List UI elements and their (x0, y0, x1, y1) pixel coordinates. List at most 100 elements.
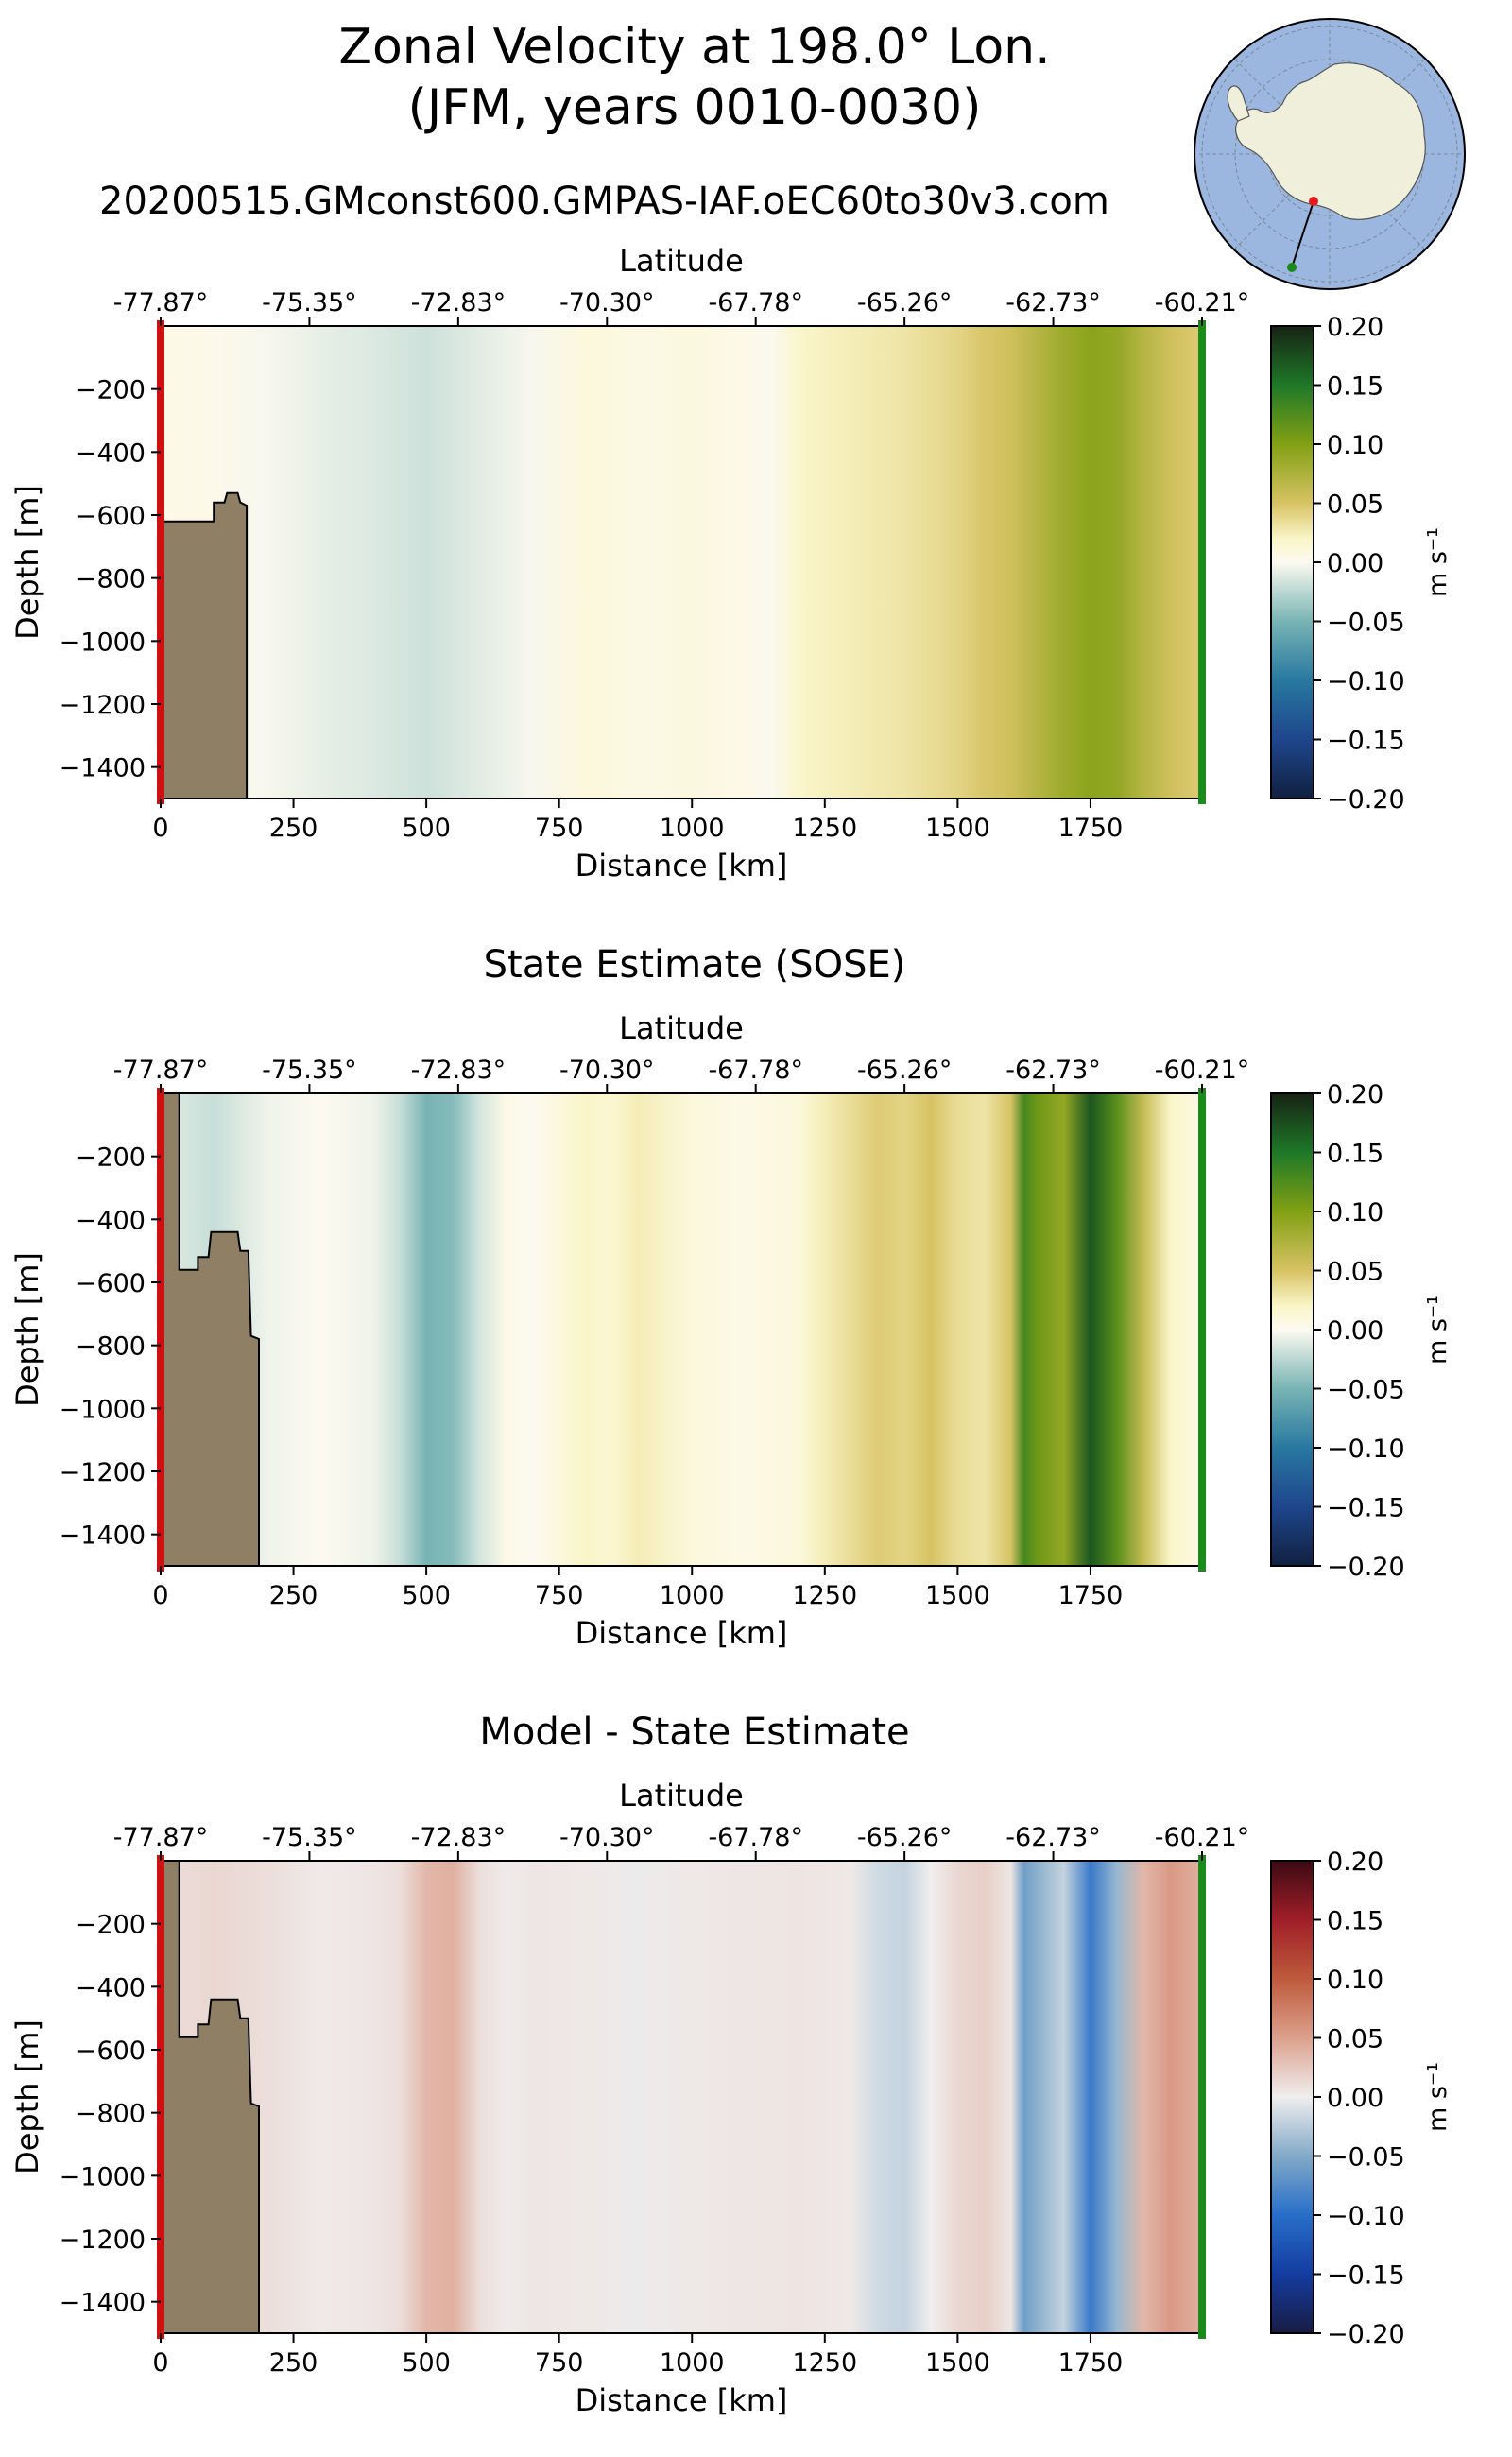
x-tick-label: 1500 (925, 2348, 990, 2378)
x-tick-label: 1500 (925, 1581, 990, 1610)
top-tick-label: -62.73° (1005, 1823, 1101, 1852)
x-tick-label: 750 (535, 2348, 584, 2378)
velocity-field (161, 1093, 1202, 1566)
top-tick-label: -60.21° (1155, 288, 1250, 318)
x-tick-label: 1750 (1058, 2348, 1124, 2378)
bathymetry-land (160, 1092, 260, 1567)
x-tick-label: 1750 (1058, 1581, 1124, 1610)
x-axis-label: Distance [km] (576, 2382, 788, 2418)
colorbar (1270, 1860, 1314, 2334)
top-tick-label: -72.83° (411, 1056, 507, 1085)
y-tick-label: −1000 (60, 2162, 146, 2191)
y-tick-label: −400 (76, 438, 146, 468)
top-axis-label: Latitude (619, 1778, 744, 1813)
colorbar-tick-label: −0.10 (1327, 1435, 1405, 1464)
x-tick-label: 1250 (792, 2348, 857, 2378)
x-tick-label: 750 (535, 814, 584, 843)
bathymetry-land (160, 1860, 260, 2334)
x-tick-label: 1000 (660, 2348, 725, 2378)
top-tick-label: -77.87° (113, 288, 209, 318)
y-tick-label: −1400 (60, 1521, 146, 1551)
y-tick-label: −1000 (60, 627, 146, 657)
colorbar-tick-label: −0.10 (1327, 667, 1405, 696)
top-tick-label: -75.35° (262, 1823, 357, 1852)
top-tick-label: -75.35° (262, 1056, 357, 1085)
top-axis-label: Latitude (619, 1010, 744, 1046)
inset-antarctica-land (1235, 62, 1426, 220)
y-tick-label: −800 (76, 2100, 146, 2129)
top-tick-label: -67.78° (708, 1823, 803, 1852)
inset-transect-line (1291, 200, 1314, 268)
top-tick-label: -77.87° (113, 1056, 209, 1085)
colorbar-tick-label: −0.20 (1327, 1553, 1405, 1582)
colorbar-tick-label: −0.05 (1327, 2143, 1405, 2173)
colorbar-tick-label: 0.15 (1327, 372, 1383, 402)
x-tick-label: 1250 (792, 814, 857, 843)
colorbar-tick-label: 0.00 (1327, 1316, 1383, 1346)
colorbar-label: m s⁻¹ (1423, 527, 1452, 597)
top-tick-label: -70.30° (559, 288, 655, 318)
y-tick-label: −400 (76, 1206, 146, 1235)
colorbar-tick-label: −0.15 (1327, 1494, 1405, 1523)
top-tick-label: -67.78° (708, 1056, 803, 1085)
top-tick-label: -65.26° (857, 288, 953, 318)
panel-title-3: Model - State Estimate (479, 1710, 910, 1754)
figure-title-line2: (JFM, years 0010-0030) (407, 79, 982, 136)
figure-title-line1: Zonal Velocity at 198.0° Lon. (338, 19, 1051, 76)
antarctica-inset-map (1194, 18, 1466, 290)
top-tick-label: -60.21° (1155, 1056, 1250, 1085)
figure-title: Zonal Velocity at 198.0° Lon. (JFM, year… (0, 17, 1389, 138)
colorbar-tick-label: −0.05 (1327, 1376, 1405, 1405)
x-tick-label: 500 (402, 814, 451, 843)
y-tick-label: −600 (76, 502, 146, 531)
y-tick-label: −200 (76, 1911, 146, 1940)
bathymetry-land (160, 491, 249, 799)
y-tick-label: −1200 (60, 1458, 146, 1487)
colorbar (1270, 325, 1314, 799)
colorbar-tick-label: 0.00 (1327, 549, 1383, 578)
y-tick-label: −1200 (60, 691, 146, 720)
x-tick-label: 250 (269, 814, 318, 843)
colorbar-tick-label: −0.10 (1327, 2202, 1405, 2231)
colorbar-tick-label: 0.20 (1327, 1847, 1383, 1877)
y-tick-label: −800 (76, 565, 146, 594)
x-tick-label: 250 (269, 2348, 318, 2378)
y-tick-label: −600 (76, 1269, 146, 1298)
top-tick-label: -62.73° (1005, 1056, 1101, 1085)
top-tick-label: -70.30° (559, 1823, 655, 1852)
x-tick-label: 0 (152, 814, 168, 843)
colorbar-label: m s⁻¹ (1423, 2062, 1452, 2132)
colorbar-tick-label: −0.05 (1327, 609, 1405, 638)
top-tick-label: -72.83° (411, 1823, 507, 1852)
colorbar-tick-label: 0.05 (1327, 490, 1383, 520)
colorbar-tick-label: 0.15 (1327, 1140, 1383, 1169)
top-tick-label: -65.26° (857, 1823, 953, 1852)
velocity-section-sose: 0 250 500 750 1000 1250 1500 1750 Distance [km] -… (9, 1010, 1452, 1651)
y-axis-label: Depth [m] (9, 485, 45, 640)
y-tick-label: −800 (76, 1332, 146, 1362)
x-tick-label: 250 (269, 1581, 318, 1610)
x-axis-label: Distance [km] (576, 848, 788, 884)
colorbar-tick-label: 0.05 (1327, 2025, 1383, 2054)
top-tick-label: -75.35° (262, 288, 357, 318)
colorbar-label: m s⁻¹ (1423, 1295, 1452, 1365)
inset-end-marker (1287, 263, 1297, 272)
velocity-section-model: 0 250 500 750 1000 1250 1500 1750 Distance [km] -… (9, 243, 1452, 884)
x-tick-label: 0 (152, 2348, 168, 2378)
colorbar-tick-label: 0.15 (1327, 1907, 1383, 1936)
x-axis-label: Distance [km] (576, 1615, 788, 1651)
velocity-field (161, 326, 1202, 799)
y-axis-label: Depth [m] (9, 2019, 45, 2174)
inset-peninsula (1227, 85, 1250, 122)
run-name: 20200515.GMconst600.GMPAS-IAF.oEC60to30v… (99, 180, 1109, 223)
x-tick-label: 0 (152, 1581, 168, 1610)
top-tick-label: -72.83° (411, 288, 507, 318)
y-tick-label: −600 (76, 2036, 146, 2066)
inset-start-marker (1309, 197, 1318, 206)
velocity-section-difference: 0 250 500 750 1000 1250 1500 1750 Distance [km] -… (9, 1778, 1452, 2418)
top-tick-label: -60.21° (1155, 1823, 1250, 1852)
top-tick-label: -65.26° (857, 1056, 953, 1085)
y-tick-label: −200 (76, 1143, 146, 1173)
colorbar-tick-label: 0.00 (1327, 2084, 1383, 2113)
y-tick-label: −400 (76, 1973, 146, 2002)
